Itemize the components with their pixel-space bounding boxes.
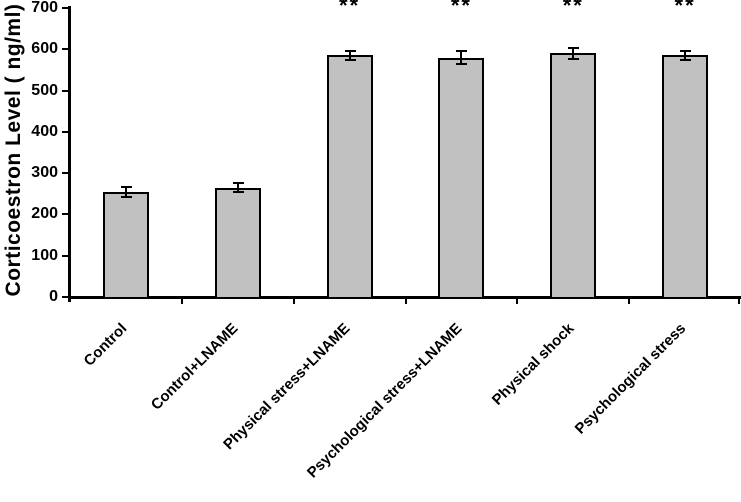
error-bar-cap-top <box>120 185 132 188</box>
x-tick <box>292 297 295 304</box>
x-axis-label: Psychological stress <box>571 320 690 438</box>
error-bar-stem <box>236 183 239 192</box>
y-tick <box>62 296 70 298</box>
y-tick-label: 500 <box>31 81 58 99</box>
y-tick-label: 100 <box>31 246 58 264</box>
bar <box>102 191 149 299</box>
y-tick <box>62 48 70 51</box>
x-axis-label: Physical stress+LNAME <box>220 320 354 454</box>
significance-marker: ** <box>339 0 361 18</box>
y-tick-label: 600 <box>31 40 58 58</box>
error-bar-stem <box>124 186 127 197</box>
error-bar-cap-top <box>456 50 468 53</box>
bar <box>214 187 261 299</box>
y-tick-label: 700 <box>31 0 58 16</box>
y-tick <box>62 172 70 175</box>
error-bar-cap-bottom <box>456 62 468 65</box>
bar <box>438 57 485 299</box>
error-bar-stem <box>684 50 687 61</box>
x-tick <box>628 297 631 304</box>
x-axis-label: Control <box>80 320 130 370</box>
x-tick <box>404 297 407 304</box>
y-tick-label: 0 <box>49 288 58 305</box>
y-axis-line <box>68 6 71 302</box>
y-tick <box>62 89 70 92</box>
error-bar-stem <box>348 50 351 61</box>
x-tick <box>738 297 740 304</box>
y-tick <box>62 7 70 9</box>
y-tick-label: 400 <box>31 122 58 140</box>
bar <box>662 55 709 299</box>
error-bar-cap-top <box>344 49 356 52</box>
y-tick <box>62 213 70 216</box>
error-bar-cap-bottom <box>120 195 132 198</box>
error-bar-stem <box>460 51 463 64</box>
bar <box>550 53 597 299</box>
error-bar-stem <box>572 47 575 60</box>
y-tick-label: 300 <box>31 164 58 182</box>
error-bar-cap-bottom <box>680 59 692 62</box>
error-bar-cap-top <box>232 182 244 185</box>
error-bar-cap-top <box>568 46 580 49</box>
x-tick <box>516 297 519 304</box>
error-bar-cap-bottom <box>232 190 244 193</box>
significance-marker: ** <box>562 0 584 18</box>
x-tick <box>180 297 183 304</box>
significance-marker: ** <box>450 0 472 18</box>
x-axis-label: Control+LNAME <box>148 320 242 414</box>
significance-marker: ** <box>674 0 696 18</box>
y-tick-label: 200 <box>31 205 58 223</box>
error-bar-cap-bottom <box>344 59 356 62</box>
bar <box>326 55 373 299</box>
y-tick <box>62 254 70 257</box>
error-bar-cap-top <box>680 49 692 52</box>
y-tick <box>62 130 70 133</box>
error-bar-cap-bottom <box>568 58 580 61</box>
x-axis-label: Physical shock <box>488 320 578 409</box>
